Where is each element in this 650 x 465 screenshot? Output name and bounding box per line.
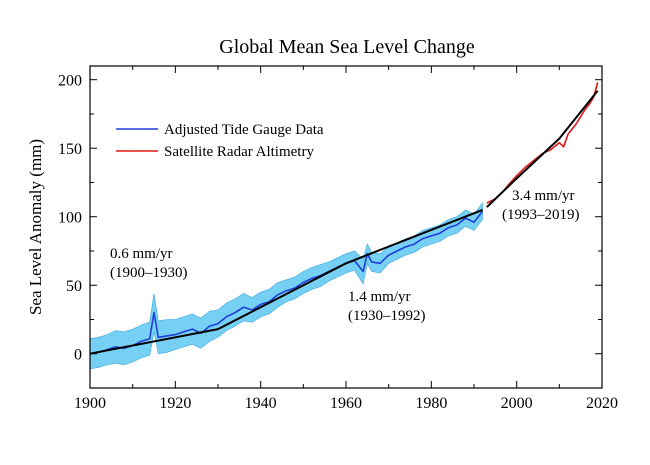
annotation-rate-1930-1992: 1.4 mm/yr [348,289,411,305]
chart-title: Global Mean Sea Level Change [219,36,475,58]
trend-lines-group [89,90,599,355]
annotation-rate-1993-2019: 3.4 mm/yr [512,188,575,204]
y-tick-label-150: 150 [58,141,82,158]
x-tick-label-1940: 1940 [245,395,277,412]
annotation-period-1900-1930: (1900–1930) [110,265,188,281]
annotation-period-1993-2019: (1993–2019) [502,207,580,223]
tide-gauge-line [89,210,484,355]
y-tick-label-0: 0 [74,347,82,364]
annotation-rate-1900-1930: 0.6 mm/yr [110,246,173,262]
x-tick-label-1980: 1980 [415,395,447,412]
trend-line-1993-2019 [486,90,599,208]
x-tick-label-1920: 1920 [159,395,191,412]
x-tick-label-2000: 2000 [501,395,533,412]
legend: Adjusted Tide Gauge Data Satellite Radar… [116,122,324,160]
y-tick-label-100: 100 [58,210,82,227]
x-tick-label-1900: 1900 [74,395,106,412]
uncertainty-band-group [89,202,483,370]
y-axis-label: Sea Level Anomaly (mm) [26,139,45,315]
trend-line-1900-1930 [89,328,219,355]
y-tick-label-50: 50 [66,278,82,295]
legend-label-satellite: Satellite Radar Altimetry [164,144,314,160]
uncertainty-band [89,202,483,370]
axis-ticks: 1900 1920 1940 1960 1980 2000 2020 0 50 100 150 200 [58,66,618,412]
trend-line-1930-1992 [217,208,483,330]
legend-label-tide-gauge: Adjusted Tide Gauge Data [164,122,324,138]
annotation-period-1930-1992: (1930–1992) [348,308,426,324]
satellite-altimetry-line [486,82,599,204]
y-tick-label-200: 200 [58,73,82,90]
x-tick-label-2020: 2020 [586,395,618,412]
x-tick-label-1960: 1960 [330,395,362,412]
